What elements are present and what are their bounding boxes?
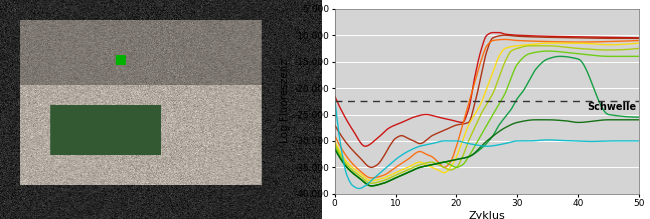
X-axis label: Zyklus: Zyklus bbox=[469, 211, 505, 219]
Text: Schwelle: Schwelle bbox=[587, 102, 636, 112]
Y-axis label: Log Fluoreszenz: Log Fluoreszenz bbox=[280, 59, 290, 143]
